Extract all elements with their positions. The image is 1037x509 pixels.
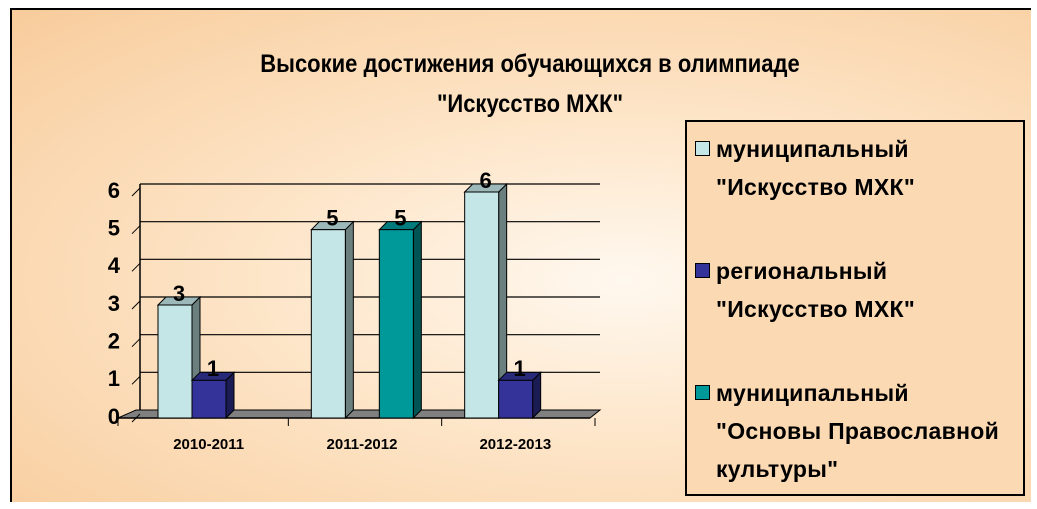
legend-swatch xyxy=(695,263,710,278)
tick-mark xyxy=(131,225,141,235)
bar xyxy=(190,371,236,420)
data-label: 1 xyxy=(514,356,526,381)
x-tick-label: 2012-2013 xyxy=(479,436,551,453)
legend-label: региональный "Искусство МХК" xyxy=(716,258,916,322)
y-tick-label: 4 xyxy=(108,253,121,278)
legend-swatch xyxy=(695,141,710,156)
bar xyxy=(378,220,423,420)
bar xyxy=(156,295,202,420)
legend-entry: муниципальный "Искусство МХК" xyxy=(695,130,1023,206)
data-label: 6 xyxy=(480,168,492,193)
y-tick-label: 6 xyxy=(108,178,120,203)
chart-title: Высокие достижения обучающихся в олимпиа… xyxy=(260,50,800,118)
legend-label: муниципальный "Основы Православной культ… xyxy=(716,380,1000,482)
x-tick-label: 2010-2011 xyxy=(173,436,244,453)
bar-face xyxy=(191,379,227,419)
y-tick-label: 0 xyxy=(108,404,120,429)
bar-face xyxy=(310,229,346,419)
data-label: 1 xyxy=(207,356,219,381)
bar xyxy=(497,371,542,420)
bar-face xyxy=(412,220,422,420)
tick-mark xyxy=(131,262,141,272)
legend-label: муниципальный "Искусство МХК" xyxy=(716,136,916,200)
tick-mark xyxy=(131,375,141,385)
data-label: 5 xyxy=(394,205,406,230)
legend-swatch xyxy=(695,385,710,400)
bar-face xyxy=(378,229,414,419)
bar-face xyxy=(464,191,500,419)
data-label: 5 xyxy=(326,205,338,230)
bar xyxy=(463,182,508,420)
legend-entry: муниципальный "Основы Православной культ… xyxy=(695,374,1023,488)
y-tick-label: 1 xyxy=(108,366,120,391)
bar-face xyxy=(344,220,354,420)
bar-face xyxy=(157,304,193,419)
y-tick-label: 3 xyxy=(108,291,120,316)
tick-mark xyxy=(131,338,141,348)
y-tick-label: 2 xyxy=(108,328,120,353)
bar-face xyxy=(498,379,534,419)
tick-mark xyxy=(131,300,141,310)
bar xyxy=(310,220,355,420)
x-tick-label: 2011-2012 xyxy=(327,436,398,453)
tick-mark xyxy=(131,187,141,197)
data-label: 3 xyxy=(173,281,185,306)
y-tick-label: 5 xyxy=(108,215,120,240)
legend: муниципальный "Искусство МХК" региональны… xyxy=(685,120,1025,496)
legend-entry: региональный "Искусство МХК" xyxy=(695,252,1023,328)
